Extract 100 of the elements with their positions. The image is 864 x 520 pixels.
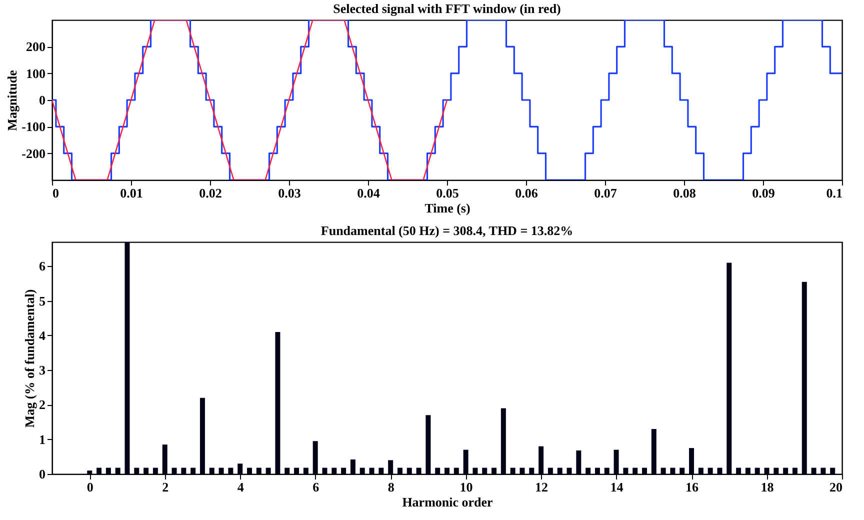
bar <box>820 468 826 474</box>
x-tick-label: 0.07 <box>594 186 618 200</box>
x-tick-label: 0.09 <box>752 186 776 200</box>
x-tick-label: 0.01 <box>120 186 143 200</box>
bar <box>754 468 760 474</box>
bar <box>124 242 130 474</box>
bar <box>472 468 478 474</box>
x-tick-label: 0.04 <box>357 186 380 200</box>
bar <box>698 468 704 474</box>
chart-title: Selected signal with FFT window (in red) <box>333 1 561 16</box>
bar <box>378 468 384 474</box>
x-tick-label: 0.03 <box>278 186 302 200</box>
bar <box>172 468 177 474</box>
bar <box>200 398 205 474</box>
y-tick-label: 4 <box>39 328 46 343</box>
x-tick-label: 0 <box>52 186 59 200</box>
bar <box>745 468 750 474</box>
x-tick-label: 4 <box>237 480 244 494</box>
bar <box>388 460 394 474</box>
y-tick-label: 0 <box>39 92 46 108</box>
bar <box>586 468 591 474</box>
x-tick-label: 8 <box>388 480 395 494</box>
x-tick-label: 14 <box>610 480 624 494</box>
x-tick-label: 2 <box>162 480 169 494</box>
bar <box>482 468 488 474</box>
bar <box>510 468 516 474</box>
bar <box>642 468 647 474</box>
y-tick-label: 2 <box>39 397 46 412</box>
bar <box>632 468 638 474</box>
bar <box>623 468 628 474</box>
bar <box>614 450 619 474</box>
x-axis-title: Time (s) <box>424 200 470 216</box>
bar <box>444 468 450 474</box>
bar <box>802 282 807 474</box>
bar <box>228 468 234 474</box>
bar <box>162 444 168 474</box>
x-tick-label: 12 <box>535 480 548 494</box>
bar <box>115 468 120 474</box>
bar <box>416 468 422 474</box>
bar <box>566 468 572 474</box>
bar <box>435 468 440 474</box>
bar <box>764 468 770 474</box>
x-tick-label: 0.08 <box>673 186 696 200</box>
y-axis-title: Mag (% of fundamental) <box>22 289 37 428</box>
bar <box>256 468 262 474</box>
bar <box>266 468 271 474</box>
bar <box>670 468 676 474</box>
bar <box>576 450 582 474</box>
bar <box>181 468 186 474</box>
bar <box>96 468 102 474</box>
bar <box>360 468 365 474</box>
bar <box>548 468 553 474</box>
bar <box>520 468 525 474</box>
bar <box>218 468 224 474</box>
bar <box>190 468 196 474</box>
x-axis-title: Harmonic order <box>402 494 494 510</box>
bar <box>689 448 694 474</box>
bar <box>369 468 374 474</box>
bar <box>238 464 243 474</box>
y-tick-label: 1 <box>39 432 46 447</box>
bar <box>774 468 779 474</box>
bar <box>680 468 685 474</box>
x-tick-label: 18 <box>760 480 774 494</box>
bar <box>783 468 788 474</box>
bar <box>350 459 356 474</box>
bar <box>463 450 468 474</box>
bar <box>209 468 214 474</box>
x-tick-label: 0.06 <box>515 186 538 200</box>
bar <box>303 468 308 474</box>
bar <box>500 408 506 474</box>
bar <box>708 468 713 474</box>
bar <box>660 468 666 474</box>
bar <box>651 428 656 474</box>
bar <box>406 468 412 474</box>
y-tick-label: 0 <box>39 466 46 482</box>
x-tick-label: 0.1 <box>826 186 842 200</box>
bar <box>426 415 431 474</box>
x-tick-label: 0.02 <box>199 186 222 200</box>
y-tick-label: 200 <box>26 39 46 54</box>
bar <box>529 468 534 474</box>
bar <box>811 468 816 474</box>
bar <box>275 332 280 474</box>
y-tick-label: 5 <box>39 293 46 308</box>
y-tick-label: 3 <box>39 362 46 378</box>
bar <box>830 468 836 474</box>
chart-title: Fundamental (50 Hz) = 308.4, THD = 13.82% <box>320 223 574 238</box>
y-tick-label: 100 <box>26 66 46 81</box>
x-tick-label: 0 <box>86 480 94 494</box>
bar <box>594 468 600 474</box>
x-tick-label: 16 <box>686 480 700 494</box>
bar <box>726 262 732 474</box>
bar <box>152 468 158 474</box>
bar <box>604 468 610 474</box>
x-tick-label: 0.05 <box>436 186 460 200</box>
bar <box>284 468 290 474</box>
bar <box>397 468 402 474</box>
bar <box>492 468 497 474</box>
bar <box>322 468 328 474</box>
bar <box>106 468 111 474</box>
x-tick-label: 20 <box>830 480 842 494</box>
